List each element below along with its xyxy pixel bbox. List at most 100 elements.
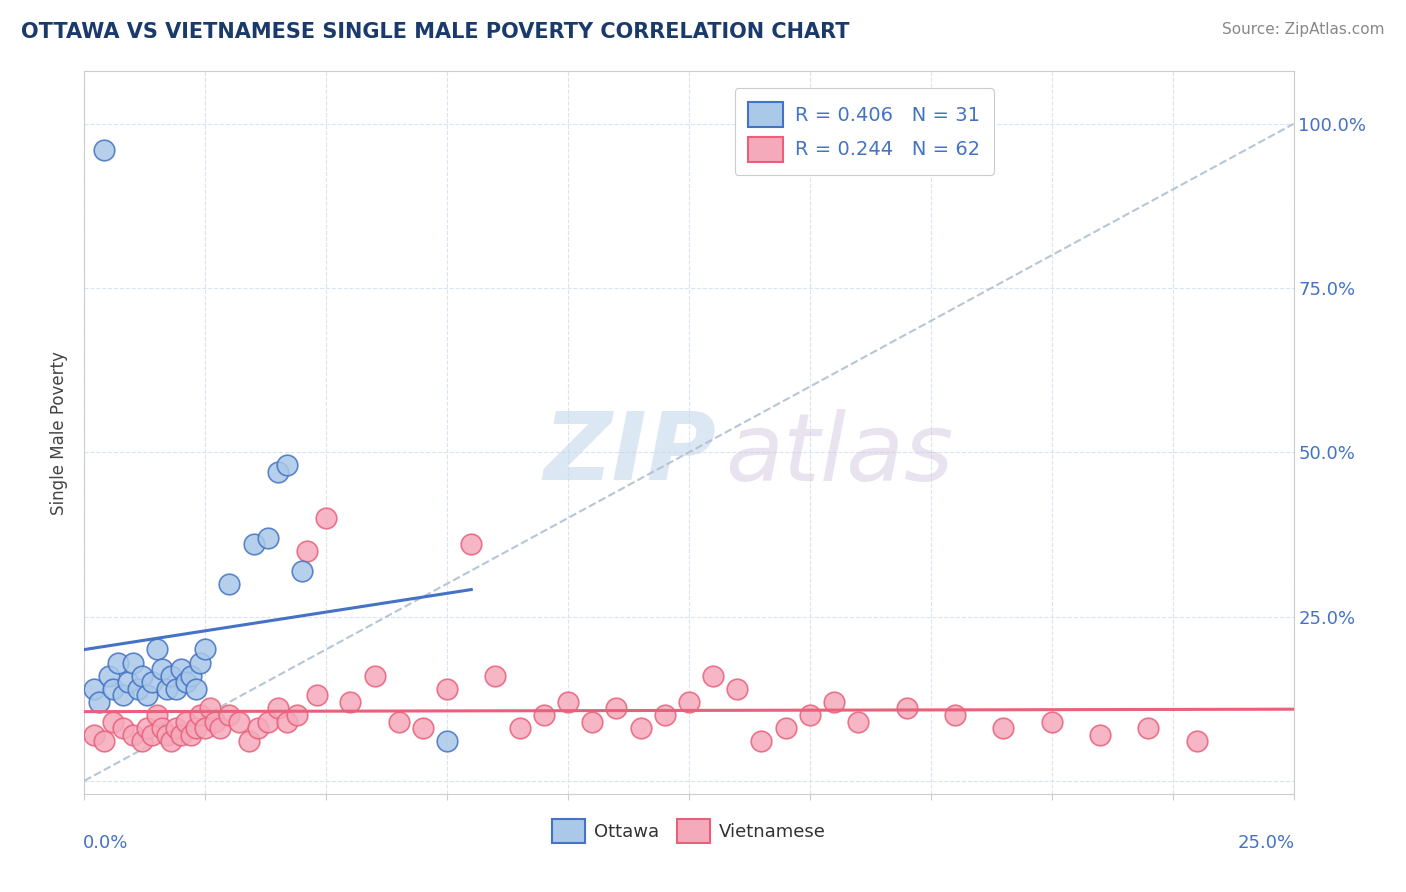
Point (267, 701, 290, 715)
Point (257, 531, 280, 545)
Point (412, 721, 434, 735)
Point (242, 537, 264, 551)
Point (127, 681, 149, 696)
Point (257, 714, 280, 729)
Point (846, 714, 869, 729)
Point (174, 675, 197, 690)
Point (509, 721, 531, 735)
Point (184, 721, 207, 735)
Point (136, 689, 159, 703)
Point (160, 668, 183, 682)
Point (141, 728, 163, 742)
Point (174, 714, 197, 729)
Point (247, 721, 270, 735)
Point (799, 708, 821, 723)
Point (285, 708, 308, 723)
Point (751, 734, 773, 748)
Text: 25.0%: 25.0% (1237, 834, 1295, 852)
Point (388, 714, 411, 729)
Point (112, 721, 135, 735)
Point (896, 701, 918, 715)
Point (93, 734, 115, 748)
Point (160, 734, 183, 748)
Point (276, 458, 298, 473)
Point (146, 708, 169, 723)
Point (165, 681, 187, 696)
Point (141, 675, 163, 690)
Text: Source: ZipAtlas.com: Source: ZipAtlas.com (1222, 22, 1385, 37)
Text: ZIP: ZIP (544, 409, 717, 500)
Point (484, 668, 506, 682)
Point (107, 656, 129, 670)
Point (131, 734, 153, 748)
Point (339, 695, 361, 709)
Point (605, 701, 627, 715)
Point (103, 681, 125, 696)
Point (131, 668, 153, 682)
Point (121, 656, 143, 670)
Point (117, 675, 139, 690)
Point (121, 728, 143, 742)
Point (146, 642, 169, 657)
Point (1088, 728, 1111, 742)
Point (276, 714, 298, 729)
Point (291, 564, 314, 578)
Point (97, 668, 120, 682)
Point (1137, 721, 1160, 735)
Point (305, 689, 328, 703)
Point (1040, 714, 1063, 729)
Point (557, 695, 579, 709)
Point (198, 701, 221, 715)
Point (170, 728, 193, 742)
Point (1185, 734, 1208, 748)
Point (654, 708, 676, 723)
Point (190, 708, 212, 723)
Point (208, 721, 231, 735)
Point (943, 708, 966, 723)
Point (533, 708, 555, 723)
Point (170, 662, 193, 676)
Point (194, 642, 217, 657)
Point (204, 714, 226, 729)
Point (702, 668, 724, 682)
Point (184, 681, 207, 696)
Text: OTTAWA VS VIETNAMESE SINGLE MALE POVERTY CORRELATION CHART: OTTAWA VS VIETNAMESE SINGLE MALE POVERTY… (21, 22, 849, 42)
Legend: Ottawa, Vietnamese: Ottawa, Vietnamese (546, 813, 832, 850)
Point (315, 511, 337, 525)
Point (436, 681, 458, 696)
Point (180, 668, 202, 682)
Point (363, 668, 385, 682)
Point (678, 695, 700, 709)
Point (630, 721, 652, 735)
Text: atlas: atlas (725, 409, 953, 500)
Point (93, 143, 115, 157)
Point (194, 721, 217, 735)
Point (87, 695, 110, 709)
Text: 0.0%: 0.0% (83, 834, 128, 852)
Point (295, 544, 318, 558)
Point (150, 721, 173, 735)
Point (775, 721, 797, 735)
Point (155, 681, 177, 696)
Point (725, 681, 748, 696)
Point (155, 728, 177, 742)
Point (165, 721, 187, 735)
Point (460, 537, 482, 551)
Point (993, 721, 1015, 735)
Point (83, 681, 105, 696)
Point (150, 662, 173, 676)
Point (112, 689, 135, 703)
Point (103, 714, 125, 729)
Point (180, 728, 202, 742)
Point (436, 734, 458, 748)
Point (83, 728, 105, 742)
Point (267, 465, 290, 479)
Point (218, 576, 240, 591)
Point (581, 714, 603, 729)
Point (218, 708, 240, 723)
Point (190, 656, 212, 670)
Point (238, 734, 260, 748)
Point (823, 695, 845, 709)
Point (136, 721, 159, 735)
Y-axis label: Single Male Poverty: Single Male Poverty (51, 351, 69, 515)
